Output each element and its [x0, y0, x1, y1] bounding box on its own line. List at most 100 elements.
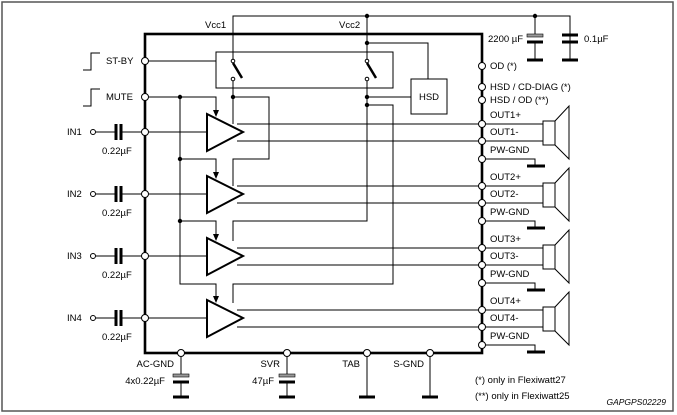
channel-2: IN2 0.22µF OUT2+ OUT2- PW-GND — [67, 166, 570, 230]
input-pin — [141, 314, 149, 322]
status-pin — [478, 62, 486, 70]
input-cap-label: 0.22µF — [102, 270, 132, 281]
hsd-label: HSD — [419, 92, 439, 103]
footnote-1: (*) only in Flexiwatt27 — [475, 375, 566, 386]
vcc1-label: Vcc1 — [205, 20, 226, 31]
input-pin — [141, 190, 149, 198]
output-pin — [478, 120, 486, 128]
switch-icon — [230, 34, 244, 124]
channel-1: IN1 0.22µF OUT1+ OUT1- PW-GND — [67, 104, 570, 168]
pw-gnd-label: PW-GND — [490, 207, 530, 218]
input-terminal — [90, 129, 96, 135]
output-wires — [237, 123, 547, 166]
speaker-cone-icon — [554, 104, 570, 161]
pw-gnd-label: PW-GND — [490, 331, 530, 342]
step-signal-icon — [83, 52, 100, 71]
out-pos-label: OUT4+ — [490, 296, 521, 307]
amplifier-icon — [206, 298, 246, 339]
standby-pin — [141, 57, 149, 65]
input-label: IN3 — [67, 251, 82, 262]
supply-rail — [232, 15, 571, 35]
output-pin — [478, 244, 486, 252]
input-cap-label: 0.22µF — [102, 208, 132, 219]
amplifier-icon — [206, 174, 246, 215]
speaker-icon — [542, 306, 556, 332]
input-terminal — [90, 315, 96, 321]
input-cap-label: 0.22µF — [102, 332, 132, 343]
speaker-icon — [542, 244, 556, 270]
amplifier-icon — [206, 236, 246, 277]
input-label: IN2 — [67, 189, 82, 200]
ac-gnd-pin-group — [172, 349, 190, 399]
out-neg-label: OUT4- — [490, 313, 519, 324]
cap-0.1-label: 0.1µF — [584, 34, 609, 45]
s-gnd-pin-group — [422, 349, 438, 399]
speaker-cone-icon — [554, 228, 570, 285]
status-pin-label: HSD / CD-DIAG (*) — [490, 82, 571, 93]
status-pin — [478, 96, 486, 104]
standby-switch-box — [215, 51, 394, 89]
step-signal-icon — [83, 88, 100, 107]
ac-gnd-label: AC-GND — [137, 359, 175, 370]
svr-label: SVR — [260, 359, 280, 370]
svr-cap-label: 47µF — [252, 376, 274, 387]
input-terminal — [90, 253, 96, 259]
output-pin — [478, 306, 486, 314]
hsd-block — [410, 78, 448, 115]
output-pin — [478, 323, 486, 331]
tab-pin-group — [359, 349, 375, 399]
hsd-wires — [367, 42, 429, 98]
figure-code: GAPGPS02229 — [606, 397, 666, 407]
pw-gnd-label: PW-GND — [490, 269, 530, 280]
out-pos-label: OUT1+ — [490, 110, 521, 121]
capacitor-2200uF — [526, 16, 544, 62]
arrow-icons — [213, 110, 219, 303]
input-label: IN1 — [67, 127, 82, 138]
pw-gnd-label: PW-GND — [490, 145, 530, 156]
out-pos-label: OUT2+ — [490, 172, 521, 183]
output-wires — [237, 185, 547, 228]
channel-4: IN4 0.22µF OUT4+ OUT4- PW-GND — [67, 290, 570, 354]
output-wires — [237, 309, 547, 352]
vcc1-amp2-wire — [232, 96, 270, 186]
output-pin — [478, 261, 486, 269]
speaker-icon — [542, 182, 556, 208]
out-neg-label: OUT2- — [490, 189, 519, 200]
mute-pin — [141, 93, 149, 101]
speaker-cone-icon — [554, 290, 570, 347]
output-pin — [478, 341, 486, 349]
vcc2-label: Vcc2 — [339, 20, 360, 31]
output-pin — [478, 279, 486, 287]
out-neg-label: OUT1- — [490, 127, 519, 138]
mute-wires — [145, 96, 217, 298]
amplifier-icon — [206, 112, 246, 153]
out-pos-label: OUT3+ — [490, 234, 521, 245]
output-pin — [478, 155, 486, 163]
mute-label: MUTE — [106, 92, 133, 103]
standby-label: ST-BY — [106, 56, 134, 67]
output-wires — [237, 247, 547, 290]
cap-2200-label: 2200 µF — [488, 34, 523, 45]
input-terminal — [90, 191, 96, 197]
channel-3: IN3 0.22µF OUT3+ OUT3- PW-GND — [67, 228, 570, 292]
speaker-cone-icon — [554, 166, 570, 223]
status-pin-label: OD (*) — [490, 61, 517, 72]
ac-gnd-cap-label: 4x0.22µF — [125, 376, 165, 387]
footnote-2: (**) only in Flexiwatt25 — [475, 391, 570, 402]
s-gnd-label: S-GND — [393, 359, 424, 370]
switch-icon — [232, 34, 378, 241]
out-neg-label: OUT3- — [490, 251, 519, 262]
vcc2-amp4-wire — [232, 104, 394, 303]
capacitor-0.1uF — [562, 33, 578, 62]
svr-pin-group — [278, 349, 296, 399]
status-pin-label: HSD / OD (**) — [490, 95, 549, 106]
input-label: IN4 — [67, 313, 82, 324]
tab-label: TAB — [342, 359, 360, 370]
output-pin — [478, 137, 486, 145]
output-pin — [478, 182, 486, 190]
speaker-icon — [542, 120, 556, 146]
status-pin — [478, 83, 486, 91]
